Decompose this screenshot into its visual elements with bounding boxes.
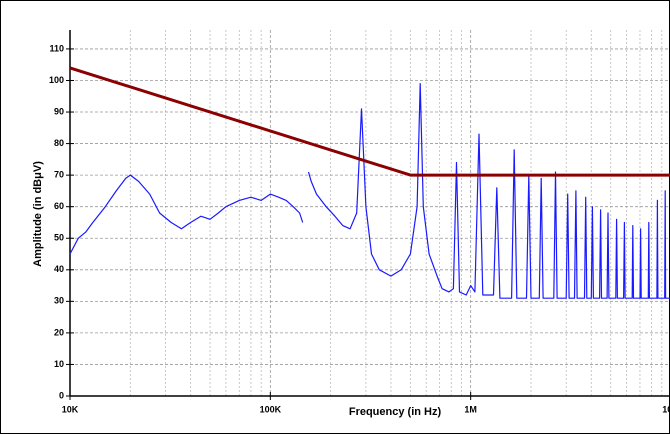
x-tick-label: 10K	[62, 404, 79, 414]
x-tick-label: 1M	[464, 404, 477, 414]
x-axis-title: Frequency (in Hz)	[349, 406, 442, 418]
y-tick-label: 10	[54, 359, 64, 369]
y-tick-label: 60	[54, 201, 64, 211]
y-tick-label: 70	[54, 170, 64, 180]
y-tick-label: 80	[54, 138, 64, 148]
y-tick-label: 0	[59, 390, 64, 400]
x-tick-label: 10M	[662, 404, 670, 414]
y-tick-label: 100	[49, 75, 64, 85]
series-line	[69, 83, 670, 299]
y-tick-label: 20	[54, 327, 64, 337]
y-tick-label: 110	[49, 43, 64, 53]
y-tick-label: 30	[54, 296, 64, 306]
y-tick-label: 50	[54, 233, 64, 243]
y-tick-label: 90	[54, 106, 64, 116]
y-axis-title: Amplitude (in dBμV)	[32, 161, 44, 267]
x-tick-label: 100K	[260, 404, 282, 414]
y-tick-label: 40	[54, 264, 64, 274]
series-line	[69, 66, 670, 177]
